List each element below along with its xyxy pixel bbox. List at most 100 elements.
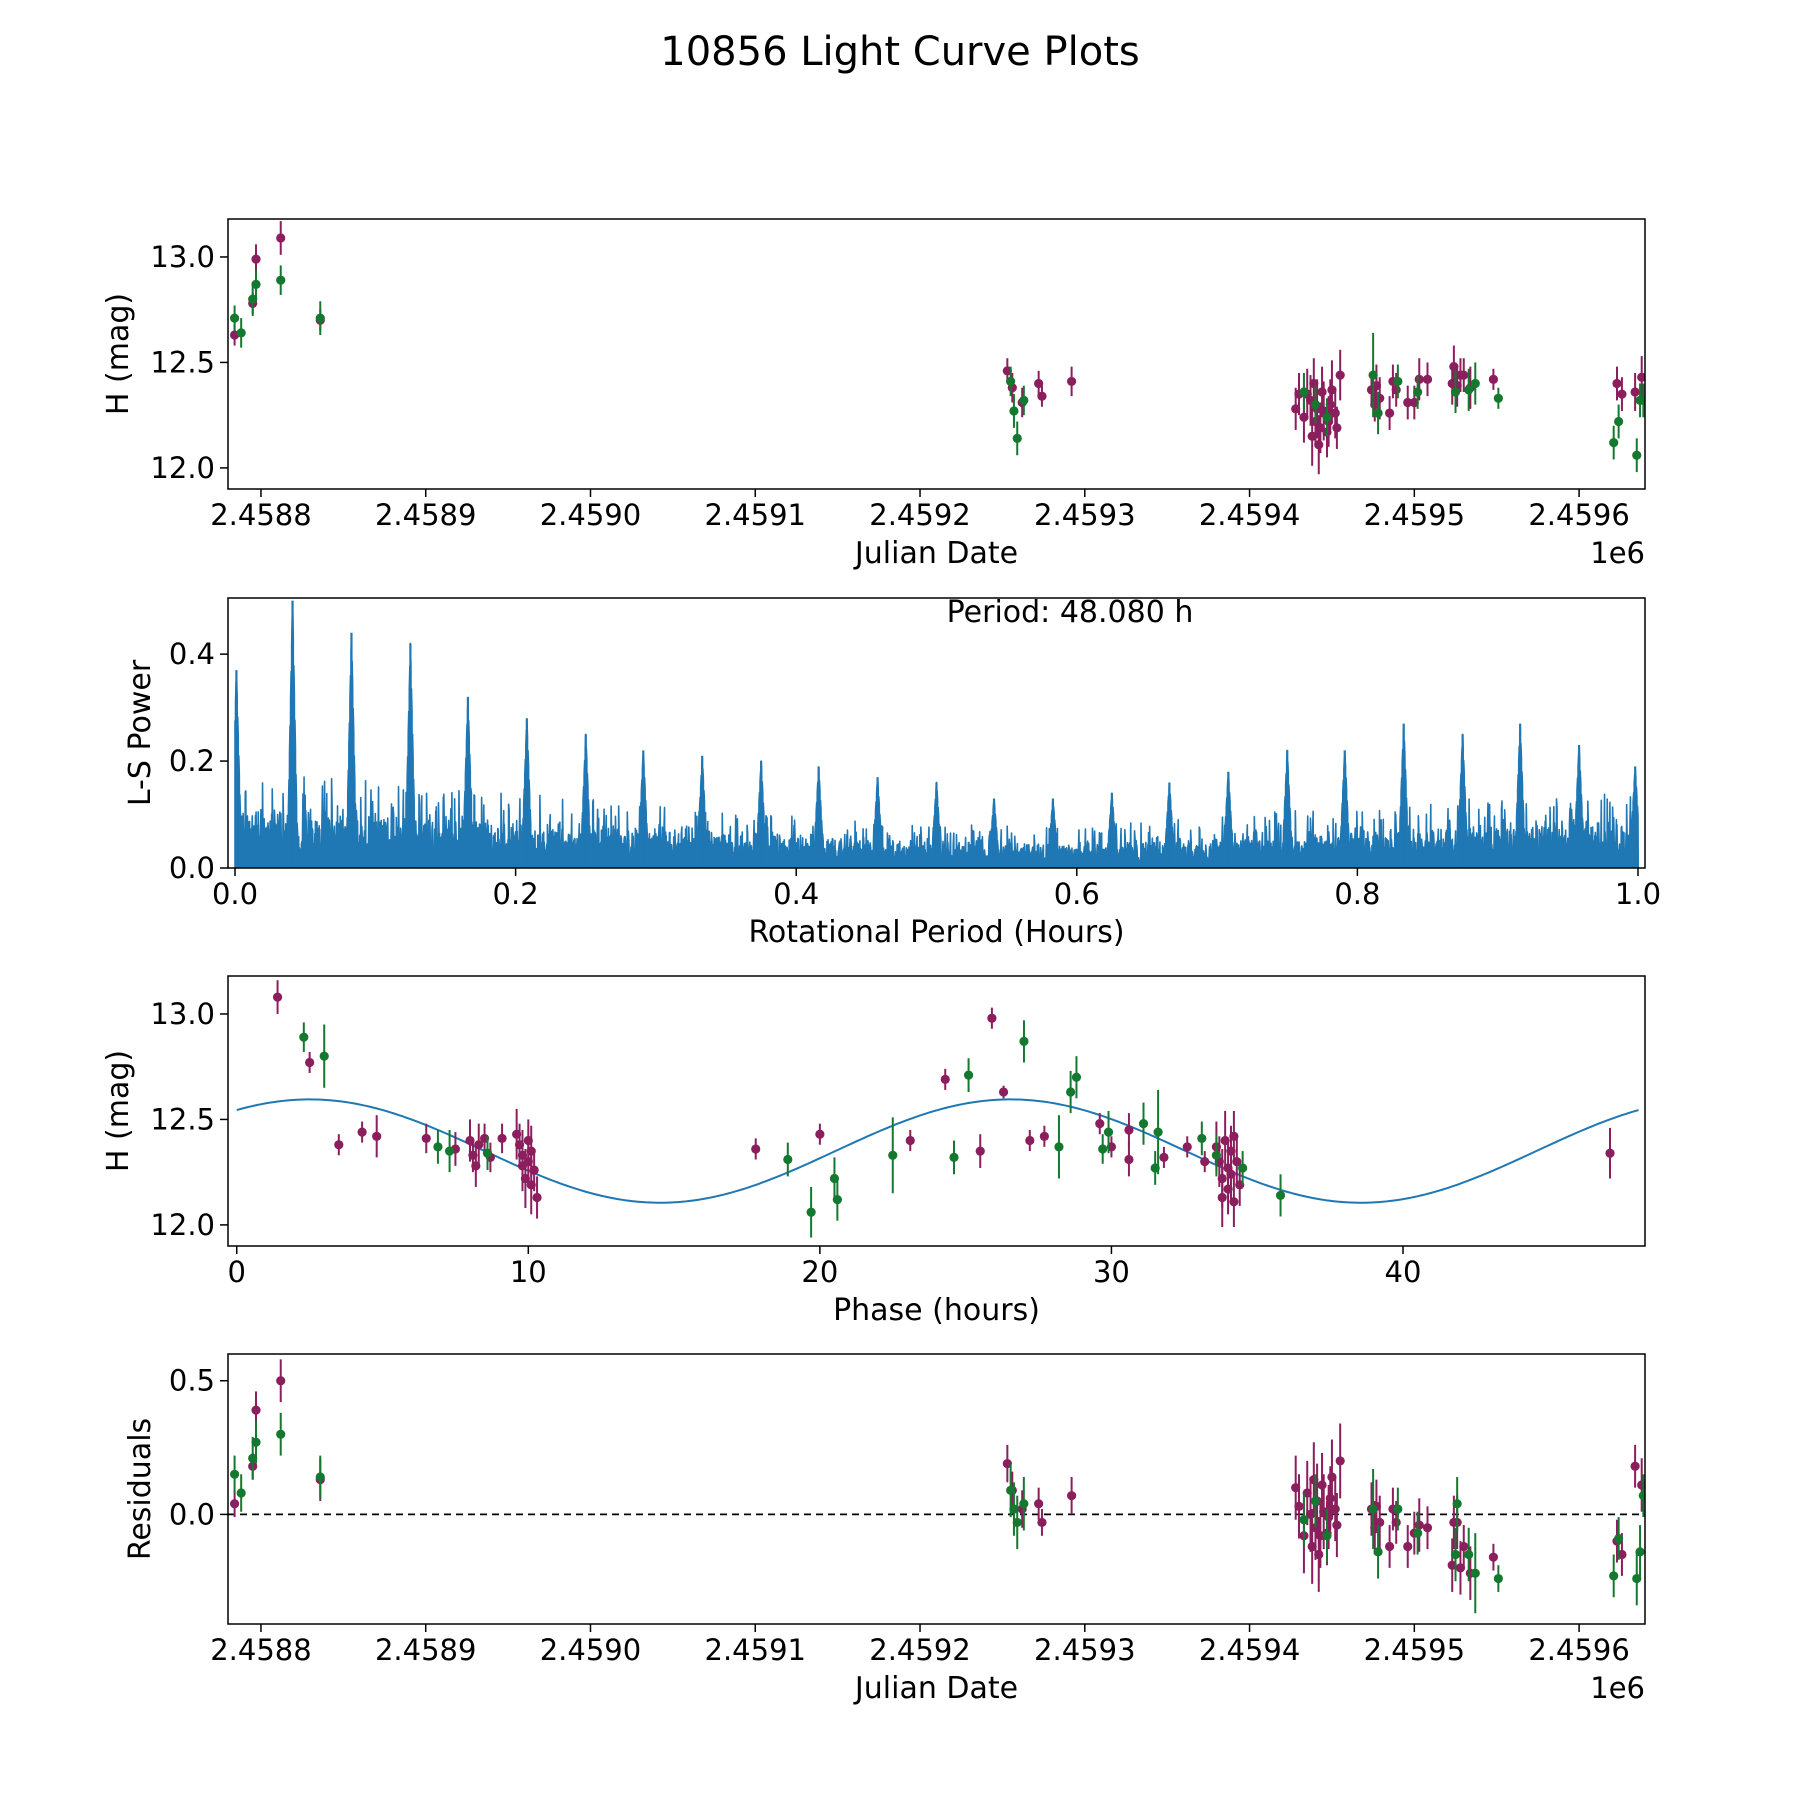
x-tick-label: 2.4595 — [1364, 1633, 1465, 1667]
data-point — [1124, 1154, 1134, 1165]
x-tick-label: 2.4596 — [1528, 498, 1629, 532]
data-point — [1493, 393, 1503, 403]
data-point — [1450, 1549, 1461, 1560]
data-point — [272, 992, 283, 1002]
data-point — [229, 313, 240, 323]
data-point — [1393, 376, 1403, 387]
x-tick-label: 10 — [510, 1255, 547, 1289]
data-point — [1605, 1148, 1615, 1158]
x-tick-label: 40 — [1385, 1255, 1422, 1289]
data-point — [236, 328, 246, 338]
data-point — [357, 1127, 367, 1137]
x-tick-label: 0.8 — [1334, 877, 1380, 911]
data-point — [1332, 423, 1342, 433]
data-point — [529, 1165, 539, 1175]
data-point — [1310, 1496, 1321, 1506]
x-axis-label: Rotational Period (Hours) — [748, 915, 1124, 950]
plot-frame — [227, 218, 1646, 490]
x-offset-text: 1e6 — [1590, 1671, 1645, 1705]
data-point — [1071, 1072, 1082, 1082]
data-point — [1012, 433, 1022, 443]
data-point — [1019, 1499, 1029, 1509]
data-point — [229, 1469, 240, 1479]
x-tick-label: 2.4591 — [705, 1633, 806, 1667]
data-point — [1630, 1461, 1640, 1471]
data-point — [1335, 370, 1345, 380]
y-tick-label: 12.0 — [150, 451, 215, 485]
series-filter-a — [229, 221, 1645, 475]
x-tick-label: 20 — [801, 1255, 838, 1289]
data-point — [1413, 387, 1423, 397]
data-point — [1009, 406, 1019, 416]
data-point — [1095, 1119, 1105, 1129]
data-point — [1200, 1157, 1210, 1167]
data-point — [305, 1057, 315, 1068]
x-tick-label: 30 — [1093, 1255, 1130, 1289]
data-point — [1614, 416, 1624, 427]
data-point — [1325, 1493, 1335, 1503]
x-tick-label: 2.4589 — [375, 498, 476, 532]
data-point — [1317, 387, 1327, 397]
data-point — [1182, 1142, 1192, 1152]
data-point — [1403, 1541, 1413, 1552]
figure-title: 10856 Light Curve Plots — [660, 29, 1139, 75]
data-point — [963, 1070, 974, 1080]
x-tick-label: 0.2 — [493, 877, 539, 911]
data-point — [236, 1488, 246, 1498]
x-tick-label: 2.4588 — [210, 498, 311, 532]
y-axis-label: L-S Power — [123, 659, 158, 806]
data-point — [474, 1140, 484, 1150]
y-tick-label: 12.5 — [150, 1102, 215, 1136]
data-point — [1391, 385, 1401, 395]
y-tick-label: 13.0 — [150, 997, 215, 1031]
y-axis-label: Residuals — [123, 1418, 158, 1560]
data-point — [1635, 1547, 1645, 1557]
data-point — [1019, 1036, 1029, 1046]
chart-root: 2.4588 2.4589 2.4590 2.4591 2.4592 2.4593 2.45… — [101, 218, 1661, 1706]
data-point — [1335, 1456, 1345, 1466]
data-point — [1197, 1133, 1207, 1144]
x-tick-label: 0.6 — [1054, 877, 1100, 911]
data-point — [334, 1140, 344, 1150]
series-filter-b — [229, 265, 1645, 473]
data-point — [975, 1146, 985, 1156]
data-point — [1066, 1087, 1076, 1097]
residuals-panel: 2.4588 2.4589 2.4590 2.4591 2.4592 2.4593 2.45… — [123, 1353, 1646, 1706]
data-point — [276, 1429, 286, 1439]
data-point — [815, 1129, 825, 1139]
data-point — [315, 313, 325, 323]
y-axis-label: H (mag) — [101, 293, 136, 415]
data-layer — [229, 221, 1645, 475]
data-point — [1617, 389, 1627, 399]
data-point — [1391, 1517, 1401, 1528]
data-point — [1470, 378, 1480, 389]
data-point — [1612, 378, 1622, 389]
data-point — [987, 1013, 997, 1023]
period-annotation: Period: 48.080 h — [947, 595, 1194, 630]
y-tick-label: 0.0 — [169, 851, 215, 885]
data-point — [444, 1146, 455, 1156]
data-point — [1464, 385, 1474, 395]
data-point — [1373, 1547, 1383, 1557]
x-tick-label: 1.0 — [1615, 877, 1661, 911]
x-tick-label: 2.4588 — [210, 1633, 311, 1667]
data-point — [1385, 408, 1395, 418]
x-tick-label: 2.4594 — [1199, 498, 1300, 532]
y-tick-label: 0.0 — [169, 1497, 215, 1531]
data-point — [1403, 397, 1413, 408]
data-point — [1488, 374, 1499, 384]
series-filter-a — [229, 1359, 1645, 1600]
data-point — [276, 1376, 286, 1386]
data-point — [1414, 374, 1424, 384]
data-point — [1375, 393, 1385, 403]
data-point — [1153, 1127, 1163, 1137]
data-point — [1459, 370, 1469, 380]
plot-frame — [227, 597, 1646, 869]
data-point — [1630, 387, 1640, 397]
data-point — [1632, 450, 1642, 460]
data-point — [832, 1194, 842, 1205]
data-point — [1229, 1197, 1239, 1207]
data-point — [1450, 387, 1461, 397]
data-layer — [229, 1359, 1645, 1614]
